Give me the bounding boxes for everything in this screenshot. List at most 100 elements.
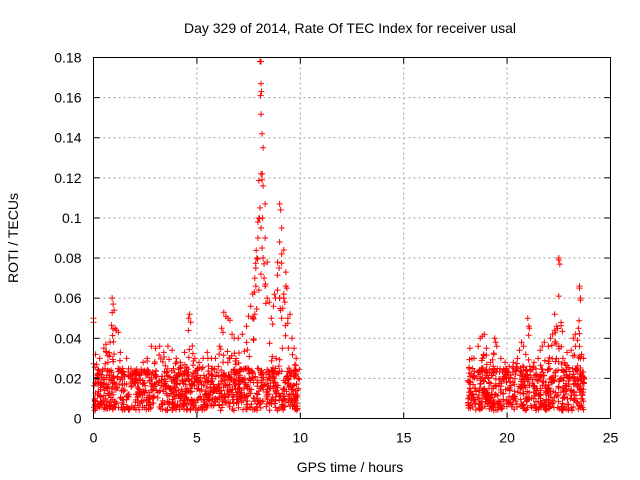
data-point — [291, 345, 298, 352]
data-point — [499, 405, 506, 412]
data-point — [243, 383, 250, 390]
data-point — [190, 362, 197, 369]
data-point — [539, 369, 546, 376]
data-point — [506, 393, 513, 400]
data-point — [482, 387, 489, 394]
data-point — [262, 200, 269, 207]
data-point — [215, 381, 222, 388]
data-point — [127, 365, 134, 372]
data-point — [564, 362, 571, 369]
y-tick-label: 0.1 — [62, 210, 82, 226]
data-point — [136, 386, 143, 393]
data-point — [224, 348, 231, 355]
data-point — [264, 388, 271, 395]
data-point — [167, 374, 174, 381]
data-point — [565, 380, 572, 387]
data-point — [555, 391, 562, 398]
data-point — [576, 283, 583, 290]
data-point — [216, 394, 223, 401]
data-point — [217, 346, 224, 353]
data-point — [115, 329, 122, 336]
data-point — [283, 285, 290, 292]
data-point — [289, 335, 296, 342]
data-point — [523, 366, 530, 373]
data-point — [486, 369, 493, 376]
data-point — [526, 363, 533, 370]
chart-title: Day 329 of 2014, Rate Of TEC Index for r… — [184, 20, 516, 36]
data-point — [198, 386, 205, 393]
data-point — [245, 313, 252, 320]
data-point — [110, 301, 117, 308]
data-point — [222, 382, 229, 389]
data-point — [579, 392, 586, 399]
data-point — [284, 368, 291, 375]
data-point — [538, 375, 545, 382]
data-point — [539, 343, 546, 350]
data-point — [488, 385, 495, 392]
data-point — [285, 383, 292, 390]
data-point — [166, 356, 173, 363]
data-point — [256, 204, 263, 211]
data-point — [505, 369, 512, 376]
data-point — [485, 392, 492, 399]
data-point — [260, 374, 267, 381]
data-point — [258, 170, 265, 177]
data-point — [571, 388, 578, 395]
data-point — [551, 327, 558, 334]
data-point — [132, 375, 139, 382]
data-point — [565, 406, 572, 413]
data-point — [151, 380, 158, 387]
data-point — [481, 331, 488, 338]
data-point — [226, 403, 233, 410]
data-point — [163, 369, 170, 376]
data-point — [255, 388, 262, 395]
data-point — [173, 380, 180, 387]
data-point — [522, 407, 529, 414]
data-point — [580, 374, 587, 381]
data-point — [278, 315, 285, 322]
data-point — [274, 287, 281, 294]
data-point — [160, 349, 167, 356]
data-point — [466, 345, 473, 352]
data-point — [229, 406, 236, 413]
data-point — [110, 374, 117, 381]
data-point — [556, 378, 563, 385]
data-point — [564, 349, 571, 356]
data-point — [205, 368, 212, 375]
data-point — [185, 376, 192, 383]
data-point — [104, 398, 111, 405]
data-point — [138, 366, 145, 373]
data-point — [246, 403, 253, 410]
data-point — [212, 373, 219, 380]
data-point — [503, 379, 510, 386]
data-point — [490, 403, 497, 410]
data-point — [99, 366, 106, 373]
data-point — [264, 295, 271, 302]
data-point — [254, 377, 261, 384]
data-point — [552, 338, 559, 345]
data-point — [289, 351, 296, 358]
data-point — [239, 376, 246, 383]
data-point — [288, 386, 295, 393]
data-point — [555, 367, 562, 374]
data-point — [280, 385, 287, 392]
data-point — [144, 366, 151, 373]
data-point — [186, 311, 193, 318]
data-point — [516, 347, 523, 354]
data-point — [545, 366, 552, 373]
data-point — [185, 327, 192, 334]
data-point — [165, 373, 172, 380]
data-point — [207, 381, 214, 388]
data-point — [253, 255, 260, 262]
data-point — [577, 297, 584, 304]
data-point — [531, 372, 538, 379]
data-point — [268, 368, 275, 375]
data-point — [249, 406, 256, 413]
data-point — [106, 349, 113, 356]
data-point — [560, 377, 567, 384]
data-point — [517, 389, 524, 396]
data-point — [246, 353, 253, 360]
y-tick-label: 0.14 — [54, 130, 81, 146]
data-point — [106, 376, 113, 383]
data-point — [574, 337, 581, 344]
